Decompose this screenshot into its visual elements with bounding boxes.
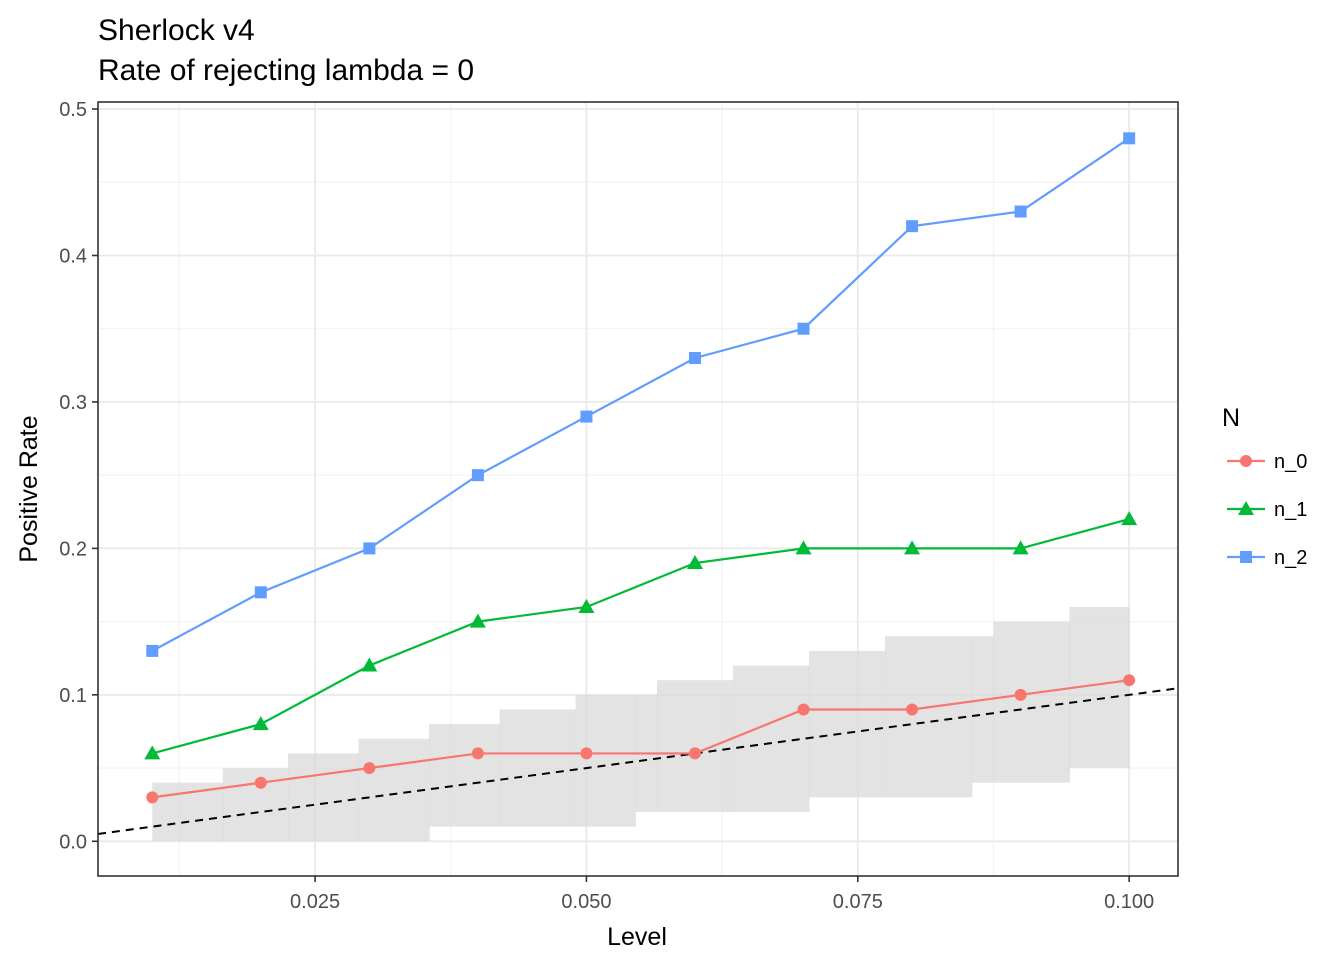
legend-label: n_0 bbox=[1274, 451, 1307, 473]
data-point-n_2 bbox=[580, 410, 593, 423]
y-tick-label: 0.5 bbox=[59, 99, 87, 121]
data-point-n_0 bbox=[688, 747, 701, 760]
y-axis-title: Positive Rate bbox=[15, 415, 43, 562]
y-tick-label: 0.4 bbox=[59, 245, 87, 267]
band-step bbox=[575, 694, 636, 827]
legend-key-marker bbox=[1238, 501, 1254, 515]
series-line-n_2 bbox=[151, 137, 1130, 652]
band-step bbox=[287, 753, 360, 842]
legend-label: n_2 bbox=[1274, 547, 1307, 569]
legend-key-marker bbox=[1240, 551, 1252, 563]
y-tick-label: 0.1 bbox=[59, 685, 87, 707]
data-point-n_2 bbox=[254, 586, 267, 599]
legend: N n_0 n_1 n_2 bbox=[1222, 404, 1307, 569]
band-step bbox=[993, 621, 1071, 783]
x-axis-title: Level bbox=[607, 923, 667, 951]
series-n_2 bbox=[146, 132, 1136, 657]
legend-item-n_2: n_2 bbox=[1227, 547, 1307, 569]
data-point-n_2 bbox=[797, 322, 810, 335]
data-point-n_0 bbox=[471, 747, 484, 760]
band-step bbox=[222, 768, 289, 842]
x-tick-label: 0.050 bbox=[561, 891, 611, 913]
x-tick-label: 0.100 bbox=[1104, 891, 1154, 913]
band-step bbox=[884, 636, 973, 798]
data-point-n_2 bbox=[906, 220, 919, 233]
data-point-n_1 bbox=[361, 657, 378, 672]
series-line-n_0 bbox=[152, 679, 1130, 799]
series-n_0 bbox=[146, 674, 1136, 804]
data-point-n_2 bbox=[471, 469, 484, 482]
chart-subtitle: Rate of rejecting lambda = 0 bbox=[98, 54, 474, 87]
plot-panel bbox=[97, 101, 1179, 877]
data-point-n_1 bbox=[904, 540, 921, 555]
band-step bbox=[499, 709, 577, 827]
x-tick-label: 0.025 bbox=[290, 891, 340, 913]
data-point-n_0 bbox=[363, 762, 376, 775]
data-point-n_2 bbox=[1123, 132, 1136, 145]
legend-title: N bbox=[1222, 404, 1240, 432]
legend-key-marker bbox=[1240, 455, 1252, 467]
data-point-n_0 bbox=[146, 791, 159, 804]
series-n_1 bbox=[144, 511, 1138, 760]
band-step bbox=[808, 650, 886, 798]
chart-title: Sherlock v4 bbox=[98, 14, 255, 47]
data-point-n_1 bbox=[252, 716, 269, 731]
data-point-n_1 bbox=[795, 540, 812, 555]
y-axis-ticks: 0.0 0.1 0.2 0.3 0.4 0.5 bbox=[59, 99, 98, 853]
data-point-n_2 bbox=[146, 644, 159, 657]
y-tick-label: 0.3 bbox=[59, 392, 87, 414]
legend-item-n_1: n_1 bbox=[1227, 499, 1307, 521]
x-tick-label: 0.075 bbox=[833, 891, 883, 913]
data-point-n_2 bbox=[1014, 205, 1027, 218]
data-point-n_2 bbox=[688, 351, 701, 364]
band-step bbox=[656, 680, 734, 813]
band-step bbox=[971, 636, 995, 783]
band-step bbox=[429, 724, 501, 827]
data-point-n_1 bbox=[469, 613, 486, 628]
data-point-n_0 bbox=[1014, 688, 1027, 701]
data-point-n_1 bbox=[1012, 540, 1029, 555]
data-point-n_1 bbox=[144, 745, 161, 760]
data-point-n_0 bbox=[797, 703, 810, 716]
data-point-n_0 bbox=[580, 747, 593, 760]
y-tick-label: 0.0 bbox=[59, 831, 87, 853]
data-point-n_1 bbox=[1121, 511, 1138, 526]
legend-label: n_1 bbox=[1274, 499, 1307, 521]
data-point-n_0 bbox=[906, 703, 919, 716]
data-point-n_0 bbox=[254, 776, 267, 789]
series-line-n_1 bbox=[151, 518, 1130, 755]
data-point-n_1 bbox=[686, 555, 703, 570]
panel-border bbox=[97, 101, 1179, 877]
x-axis-ticks: 0.025 0.050 0.075 0.100 bbox=[290, 876, 1154, 913]
confidence-band bbox=[152, 606, 1130, 842]
data-point-n_2 bbox=[363, 542, 376, 555]
y-tick-label: 0.2 bbox=[59, 538, 87, 560]
legend-item-n_0: n_0 bbox=[1227, 451, 1307, 473]
data-point-n_0 bbox=[1123, 674, 1136, 687]
data-point-n_1 bbox=[578, 598, 595, 613]
